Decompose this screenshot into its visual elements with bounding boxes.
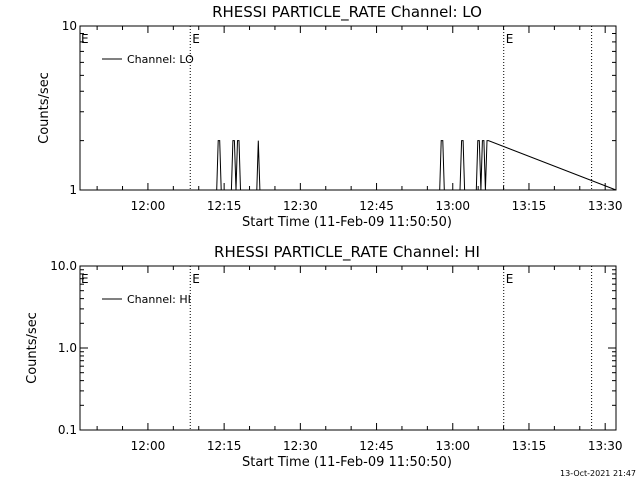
x-axis-label-hi: Start Time (11-Feb-09 11:50:50) [242,455,452,470]
x-tick-label: 12:15 [207,439,242,453]
event-marker-label: E [506,32,514,46]
x-tick-label: 12:30 [283,439,318,453]
x-tick-label: 13:00 [435,199,470,213]
x-tick-label: 13:15 [512,439,547,453]
y-tick-label: 1 [69,183,77,197]
y-tick-label: 10 [62,19,77,33]
x-tick-label: 12:00 [131,439,166,453]
series-line-lo [101,140,617,191]
x-tick-label: 13:30 [588,199,623,213]
x-tick-label: 13:15 [512,199,547,213]
x-tick-label: 13:30 [588,439,623,453]
plot-frame-hi [79,265,617,431]
plot-frame-lo [79,25,617,191]
legend-label-hi: Channel: HI [127,293,191,306]
panel-lo: RHESSI PARTICLE_RATE Channel: LO Start T… [37,3,622,230]
x-tick-label: 13:00 [435,439,470,453]
x-tick-label: 12:30 [283,199,318,213]
event-marker-label: E [192,32,200,46]
y-tick-label: 1.0 [58,341,77,355]
x-axis-label-lo: Start Time (11-Feb-09 11:50:50) [242,215,452,230]
legend-label-lo: Channel: LO [127,53,194,66]
x-tick-label: 12:45 [359,199,394,213]
legend-lo: Channel: LO [102,53,194,66]
legend-hi: Channel: HI [102,293,191,306]
panel-hi: RHESSI PARTICLE_RATE Channel: HI Start T… [25,243,622,470]
edge-marker-label: E [81,272,89,286]
chart-title-lo: RHESSI PARTICLE_RATE Channel: LO [212,3,482,22]
event-marker-label: E [192,272,200,286]
x-tick-label: 12:15 [207,199,242,213]
y-tick-label: 10.0 [50,259,77,273]
x-tick-label: 12:00 [131,199,166,213]
x-tick-label: 12:45 [359,439,394,453]
y-axis-label-hi: Counts/sec [25,312,40,384]
y-axis-label-lo: Counts/sec [37,72,52,144]
y-tick-label: 0.1 [58,423,77,437]
timestamp: 13-Oct-2021 21:47 [560,469,636,478]
chart-title-hi: RHESSI PARTICLE_RATE Channel: HI [214,243,480,262]
edge-marker-label: E [81,32,89,46]
event-marker-label: E [506,272,514,286]
